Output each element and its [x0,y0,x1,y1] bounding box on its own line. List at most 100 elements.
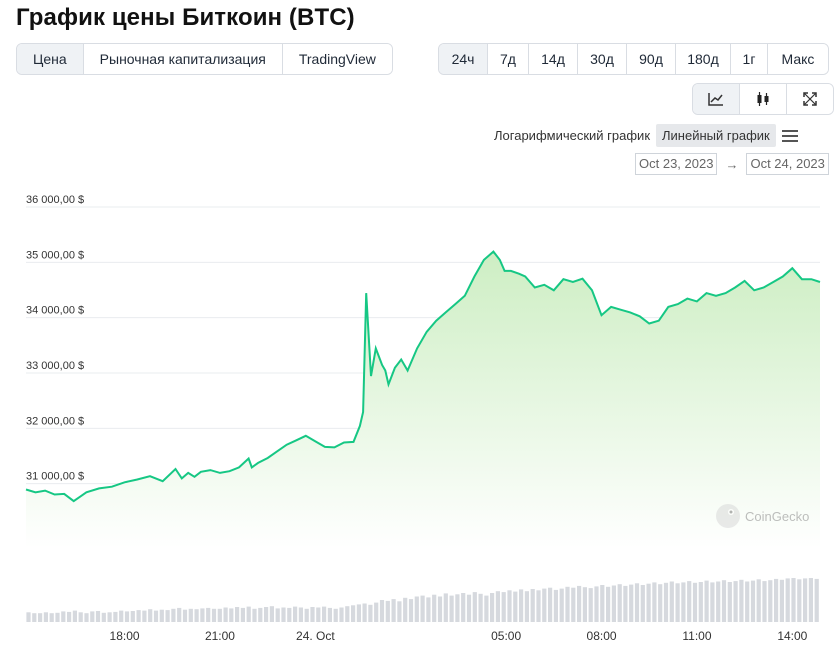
volume-bar [606,586,611,622]
page-title: График цены Биткоин (BTC) [16,4,355,31]
volume-bar [803,578,808,622]
volume-bar [281,607,286,622]
volume-bar [756,579,761,622]
tab-price[interactable]: Цена [17,44,84,74]
volume-bar [130,611,135,622]
volume-bar [588,588,593,622]
volume-bar [785,578,790,622]
date-from-input[interactable]: Oct 23, 2023 [635,153,718,175]
range-tab-24h[interactable]: 24ч [439,44,488,74]
candlestick-button[interactable] [740,84,787,114]
x-tick-label: 18:00 [110,629,140,643]
volume-bar [235,607,240,622]
y-tick-label: 33 000,00 $ [26,360,84,372]
volume-bar [333,608,338,622]
line-chart-icon [708,93,723,106]
volume-bar [617,584,622,622]
volume-bar [351,605,356,622]
volume-bar [304,608,309,622]
log-scale-option[interactable]: Логарифмический график [494,128,651,143]
volume-bar [524,591,529,622]
volume-bar [362,603,367,622]
volume-bar [594,586,599,622]
scale-switch: Логарифмический график Линейный график [488,124,798,147]
volume-bar [681,582,686,622]
fullscreen-button[interactable] [787,84,833,114]
volume-bar [600,585,605,622]
volume-bar [623,585,628,622]
volume-bar [159,609,164,622]
volume-bar [368,604,373,622]
volume-bar [124,611,130,622]
volume-bar [55,612,60,622]
y-tick-label: 32 000,00 $ [26,415,84,427]
range-tab-7d[interactable]: 7д [488,44,529,74]
view-tabs: Цена Рыночная капитализация TradingView [16,43,393,75]
volume-bar [67,611,72,622]
volume-bars [26,578,819,622]
volume-bar [177,607,182,622]
range-tab-14d[interactable]: 14д [529,44,578,74]
volume-bar [38,613,43,622]
volume-bar [513,591,518,622]
volume-bar [345,606,350,622]
volume-bar [640,585,645,622]
volume-bar [669,581,674,622]
volume-bar [779,579,784,622]
volume-bar [310,607,315,622]
volume-bar [611,585,616,622]
range-tab-90d[interactable]: 90д [627,44,676,74]
y-tick-label: 34 000,00 $ [26,305,84,317]
volume-bar [298,607,303,622]
range-tab-180d[interactable]: 180д [676,44,731,74]
volume-bar [142,610,147,622]
volume-bar [582,587,587,622]
volume-bar [101,612,106,622]
volume-bar [252,608,257,622]
volume-bar [43,612,48,622]
line-chart-button[interactable] [693,84,740,114]
volume-bar [432,594,437,622]
volume-bar [704,580,709,622]
volume-bar [634,583,640,622]
date-to-input[interactable]: Oct 24, 2023 [746,153,829,175]
coingecko-watermark: CoinGecko [716,504,809,528]
volume-bar [490,593,495,622]
volume-bar [808,578,813,622]
volume-bar [553,589,558,622]
volume-bar [710,582,715,622]
volume-bar [32,613,37,622]
volume-bar [171,608,176,622]
volume-bar [148,609,153,622]
volume-bar [426,597,431,622]
volume-bar [397,601,402,622]
range-tab-30d[interactable]: 30д [578,44,627,74]
volume-bar [107,612,112,622]
volume-bar [814,578,819,622]
range-tab-max[interactable]: Макс [768,44,828,74]
volume-bar [72,610,77,622]
x-tick-label: 21:00 [205,629,235,643]
volume-bar [182,609,188,622]
volume-bar [403,597,408,622]
volume-bar [466,594,472,622]
volume-bar [229,608,234,622]
volume-bar [200,608,205,622]
volume-bar [449,595,454,622]
tab-market-cap[interactable]: Рыночная капитализация [83,44,283,74]
linear-scale-option[interactable]: Линейный график [656,124,776,147]
volume-bar [716,581,721,622]
volume-bar [316,607,321,622]
menu-icon[interactable] [781,129,798,142]
volume-bar [472,592,477,622]
tab-tradingview[interactable]: TradingView [282,44,392,74]
volume-bar [507,590,512,622]
volume-bar [217,608,222,622]
chart-tools [692,83,834,115]
volume-bar [408,599,414,622]
volume-bar [84,613,89,622]
range-tab-1y[interactable]: 1г [731,44,768,74]
volume-bar [113,611,118,622]
volume-bar [49,613,54,622]
